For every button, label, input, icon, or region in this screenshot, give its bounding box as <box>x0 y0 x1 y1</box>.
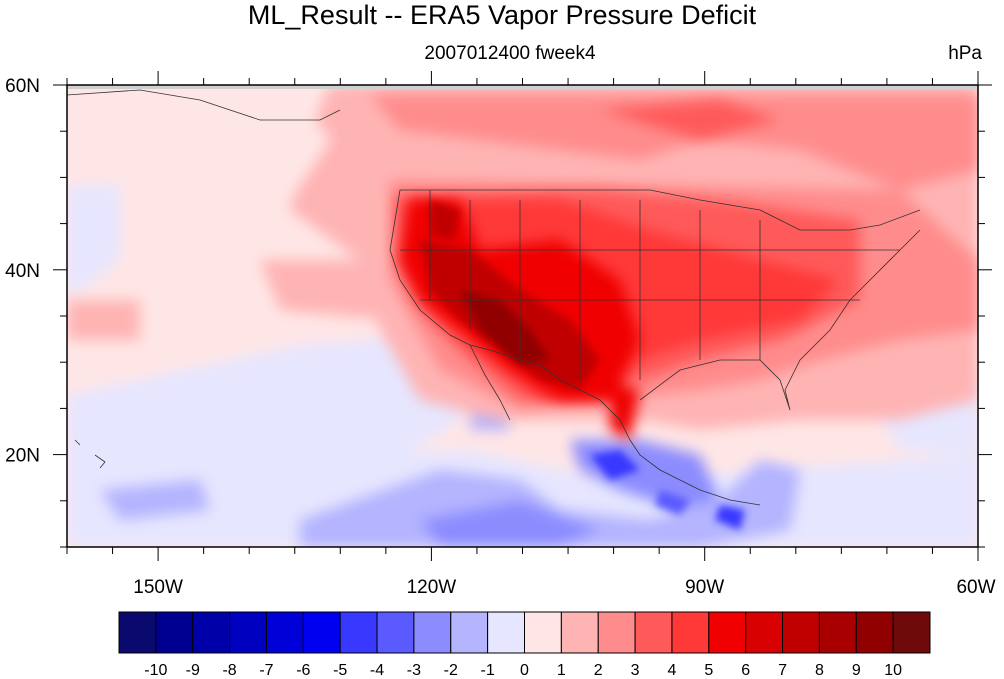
colorbar: -10 -9 -8 -7 -6 -5 -4 -3 -2 -1 0 1 2 3 4 5 6 7 8 9 10 <box>118 611 931 679</box>
colorbar-box <box>560 611 599 654</box>
colorbar-box <box>339 611 378 654</box>
y-tick-label: 20N <box>5 446 40 467</box>
top-strip <box>67 85 978 89</box>
colorbar-label: 2 <box>594 662 603 679</box>
y-tick-label: 40N <box>5 261 40 282</box>
colorbar-box <box>597 611 636 654</box>
colorbar-label: 10 <box>884 662 902 679</box>
colorbar-box <box>671 611 710 654</box>
colorbar-box <box>229 611 267 654</box>
colorbar-box <box>450 611 489 654</box>
colorbar-label: 4 <box>668 662 677 679</box>
colorbar-box <box>118 611 157 654</box>
colorbar-box <box>155 611 194 654</box>
colorbar-box <box>487 611 525 654</box>
field-negative-strong <box>590 450 745 530</box>
colorbar-label: 0 <box>520 662 529 679</box>
map-plot-area <box>67 85 978 547</box>
colorbar-label: -1 <box>481 662 495 679</box>
colorbar-box <box>745 611 784 654</box>
colorbar-box <box>855 611 894 654</box>
chart-subtitle: 2007012400 fweek4 <box>424 43 596 64</box>
x-tick-label: 90W <box>685 577 724 598</box>
colorbar-box <box>376 611 415 654</box>
colorbar-label: -2 <box>444 662 458 679</box>
colorbar-box <box>302 611 341 654</box>
colorbar-label: -6 <box>296 662 310 679</box>
colorbar-label: 7 <box>778 662 787 679</box>
colorbar-box <box>413 611 452 654</box>
colorbar-label: -7 <box>259 662 273 679</box>
colorbar-box <box>782 611 820 654</box>
coastlines <box>67 89 921 506</box>
chart-title: ML_Result -- ERA5 Vapor Pressure Deficit <box>247 0 757 30</box>
colorbar-box <box>892 611 931 654</box>
colorbar-label: 3 <box>631 662 640 679</box>
colorbar-label: 5 <box>704 662 713 679</box>
colorbar-box <box>265 611 304 654</box>
x-tick-label: 120W <box>407 577 457 598</box>
colorbar-label: 9 <box>852 662 861 679</box>
colorbar-box <box>524 611 562 654</box>
units-label: hPa <box>948 43 982 64</box>
colorbar-box <box>708 611 747 654</box>
x-tick-label: 60W <box>956 577 995 598</box>
map-axes: 150W 120W 90W 60W 20N 40N 60N <box>5 71 996 598</box>
colorbar-label: -8 <box>222 662 236 679</box>
colorbar-label: 1 <box>557 662 566 679</box>
field-positive-7 <box>460 290 550 365</box>
colorbar-box <box>818 611 857 654</box>
colorbar-label: 6 <box>741 662 750 679</box>
colorbar-label: -4 <box>370 662 384 679</box>
colorbar-label: -10 <box>144 662 167 679</box>
y-tick-label: 60N <box>5 76 40 97</box>
colorbar-label: 8 <box>815 662 824 679</box>
colorbar-label: -9 <box>186 662 200 679</box>
x-tick-label: 150W <box>133 577 183 598</box>
colorbar-label: -3 <box>407 662 421 679</box>
colorbar-box <box>634 611 673 654</box>
colorbar-box <box>192 611 231 654</box>
colorbar-label: -5 <box>333 662 347 679</box>
